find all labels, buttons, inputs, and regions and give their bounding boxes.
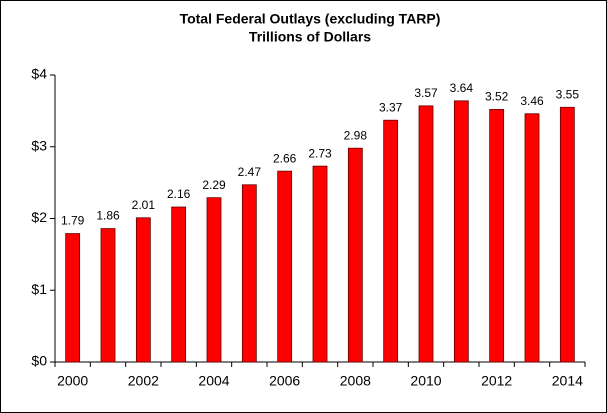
bar	[277, 170, 293, 363]
x-tick-label: 2000	[57, 373, 88, 389]
y-tick-label: $2	[31, 209, 47, 225]
bar	[418, 105, 434, 363]
chart-title: Total Federal Outlays (excluding TARP)	[180, 11, 441, 27]
bar	[135, 217, 151, 363]
bar	[489, 109, 505, 363]
y-tick-label: $1	[31, 281, 47, 297]
value-label: 3.57	[414, 86, 438, 100]
value-label: 2.66	[273, 151, 297, 165]
x-tick-label: 2012	[481, 373, 512, 389]
value-label: 2.47	[238, 165, 262, 179]
value-label: 3.46	[520, 94, 544, 108]
bar	[383, 119, 399, 363]
bar	[559, 106, 575, 363]
bar	[312, 165, 328, 363]
value-label: 2.01	[132, 198, 156, 212]
value-label: 3.64	[450, 81, 474, 95]
value-label: 1.79	[61, 214, 85, 228]
value-label: 2.16	[167, 187, 191, 201]
y-tick-label: $3	[31, 137, 47, 153]
x-tick-label: 2010	[410, 373, 441, 389]
bar	[171, 206, 187, 363]
value-label: 3.52	[485, 90, 509, 104]
value-label: 2.73	[308, 146, 332, 160]
x-tick-label: 2002	[128, 373, 159, 389]
bar	[453, 100, 469, 363]
x-tick-label: 2006	[269, 373, 300, 389]
bar	[206, 197, 222, 363]
value-label: 2.98	[344, 128, 368, 142]
value-label: 3.55	[556, 87, 580, 101]
chart-subtitle: Trillions of Dollars	[249, 29, 371, 45]
value-label: 3.37	[379, 100, 403, 114]
x-tick-label: 2004	[198, 373, 229, 389]
bar	[100, 228, 116, 363]
bar	[65, 233, 81, 363]
x-tick-label: 2014	[552, 373, 583, 389]
value-label: 1.86	[96, 209, 120, 223]
y-tick-label: $0	[31, 353, 47, 369]
bar	[241, 184, 257, 363]
value-label: 2.29	[202, 178, 226, 192]
bar	[347, 147, 363, 363]
bar	[524, 113, 540, 363]
x-tick-label: 2008	[340, 373, 371, 389]
y-tick-label: $4	[31, 66, 47, 82]
